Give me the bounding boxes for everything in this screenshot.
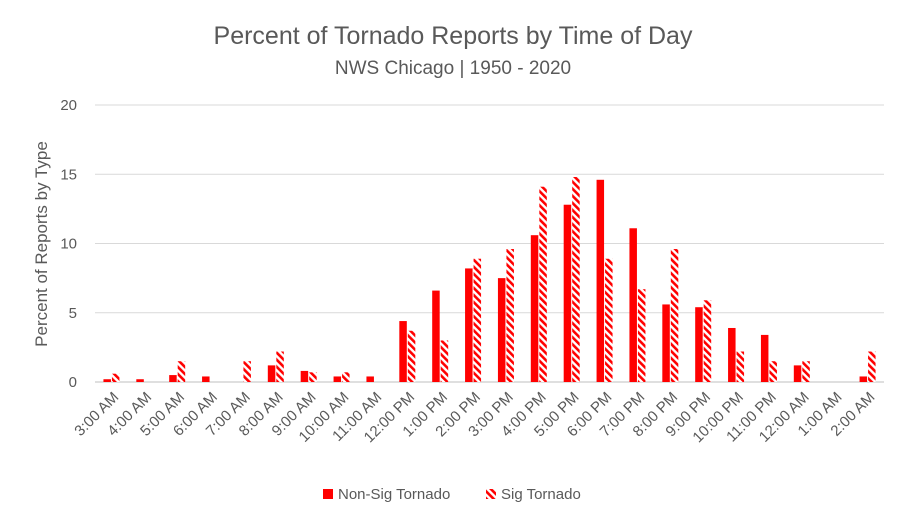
legend-swatch-sig — [486, 489, 496, 499]
bar-non-sig — [366, 376, 374, 382]
bar-sig — [802, 361, 810, 382]
bar-non-sig — [169, 375, 177, 382]
bar-sig — [539, 186, 547, 382]
bar-non-sig — [695, 307, 703, 382]
y-tick-label: 15 — [60, 166, 77, 183]
y-tick-label: 0 — [69, 374, 77, 391]
bar-non-sig — [399, 321, 407, 382]
bar-non-sig — [859, 376, 868, 382]
bar-sig — [736, 351, 745, 382]
bar-non-sig — [333, 376, 342, 382]
legend-label-non-sig: Non-Sig Tornado — [338, 486, 450, 503]
bar-non-sig — [662, 304, 670, 382]
y-tick-label: 10 — [60, 236, 77, 253]
chart-subtitle: NWS Chicago | 1950 - 2020 — [335, 58, 571, 79]
bar-non-sig — [202, 376, 210, 382]
bar-sig — [440, 340, 449, 382]
bar-sig — [111, 373, 120, 382]
legend-swatch-non-sig — [323, 489, 333, 499]
y-tick-label: 20 — [60, 97, 77, 114]
legend-label-sig: Sig Tornado — [501, 486, 581, 503]
bar-non-sig — [300, 370, 309, 382]
legend: Non-Sig Tornado Sig Tornado — [323, 486, 581, 503]
y-axis-label: Percent of Reports by Type — [32, 141, 51, 347]
bar-non-sig — [563, 204, 572, 382]
x-tick-labels: 3:00 AM4:00 AM5:00 AM6:00 AM7:00 AM8:00 … — [71, 389, 878, 446]
bar-non-sig — [760, 334, 769, 382]
bar-non-sig — [136, 379, 144, 382]
bar-non-sig — [103, 379, 111, 382]
bar-non-sig — [596, 179, 605, 382]
bar-non-sig — [497, 278, 506, 382]
bar-sig — [670, 249, 679, 382]
bar-non-sig — [432, 290, 440, 382]
bar-non-sig — [793, 365, 802, 382]
bar-sig — [637, 289, 646, 382]
y-tick-label: 5 — [69, 305, 77, 322]
bar-non-sig — [465, 268, 473, 382]
bars — [103, 177, 876, 382]
gridlines — [95, 104, 884, 383]
bar-sig — [703, 300, 712, 382]
chart-title: Percent of Tornado Reports by Time of Da… — [214, 22, 693, 50]
bar-sig — [407, 330, 416, 382]
bar-sig — [177, 361, 186, 382]
bar-non-sig — [267, 365, 276, 382]
bar-non-sig — [728, 327, 736, 382]
bar-non-sig — [629, 228, 637, 382]
bar-sig — [605, 258, 613, 382]
bar-sig — [572, 177, 580, 382]
bar-sig — [342, 372, 350, 382]
bar-sig — [243, 361, 251, 382]
bar-sig — [309, 372, 317, 382]
bar-sig — [473, 258, 482, 382]
y-tick-labels: 0 5 10 15 20 — [60, 97, 77, 391]
bar-sig — [506, 249, 514, 382]
bar-sig — [868, 351, 876, 382]
bar-sig — [769, 361, 777, 382]
bar-non-sig — [530, 235, 539, 382]
bar-sig — [276, 351, 284, 382]
